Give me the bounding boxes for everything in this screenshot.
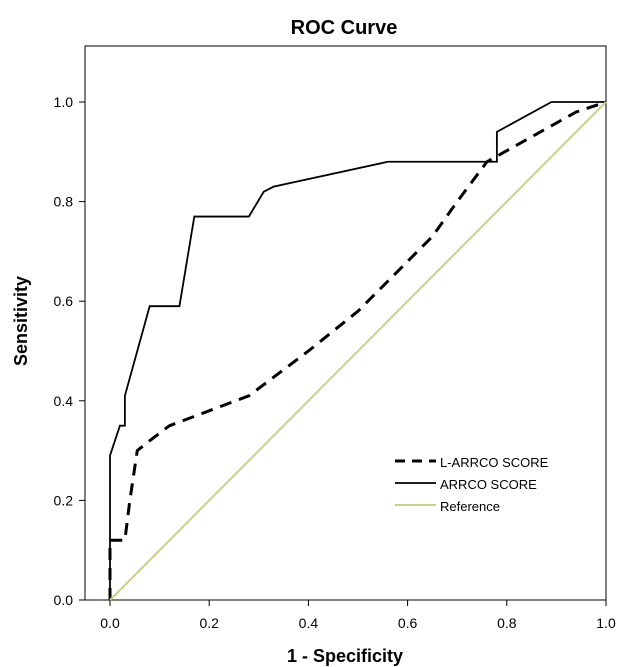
axis-layer: 0.0 0.2 0.4 0.6 0.8 1.0 0.0 0.2 0.4 0.6 0.8 1.0 [54, 94, 616, 631]
y-tick-label: 1.0 [54, 94, 74, 110]
series-layer [108, 100, 607, 601]
x-tick-label: 0.2 [199, 615, 219, 631]
legend-label-1: ARRCO SCORE [440, 477, 537, 492]
y-tick-label: 0.6 [54, 293, 74, 309]
y-tick-label: 0.2 [54, 492, 74, 508]
legend-layer: L-ARRCO SCORE ARRCO SCORE Reference [395, 455, 549, 514]
y-tick-label: 0.0 [54, 592, 74, 608]
plot-frame [84, 45, 607, 601]
series-line-2 [109, 101, 607, 601]
chart-title: ROC Curve [291, 17, 398, 39]
y-tick-label: 0.4 [54, 393, 74, 409]
y-axis-title: Sensitivity [11, 276, 31, 366]
y-tick-label: 0.8 [54, 194, 74, 210]
x-tick-label: 0.8 [497, 615, 517, 631]
x-axis-title: 1 - Specificity [287, 646, 403, 666]
x-tick-label: 0.6 [398, 615, 418, 631]
legend-label-2: Reference [440, 499, 500, 514]
series-line-1 [109, 101, 606, 600]
x-tick-label: 1.0 [596, 615, 616, 631]
legend-label-0: L-ARRCO SCORE [440, 455, 549, 470]
x-tick-label: 0.4 [299, 615, 319, 631]
x-tick-label: 0.0 [100, 615, 120, 631]
